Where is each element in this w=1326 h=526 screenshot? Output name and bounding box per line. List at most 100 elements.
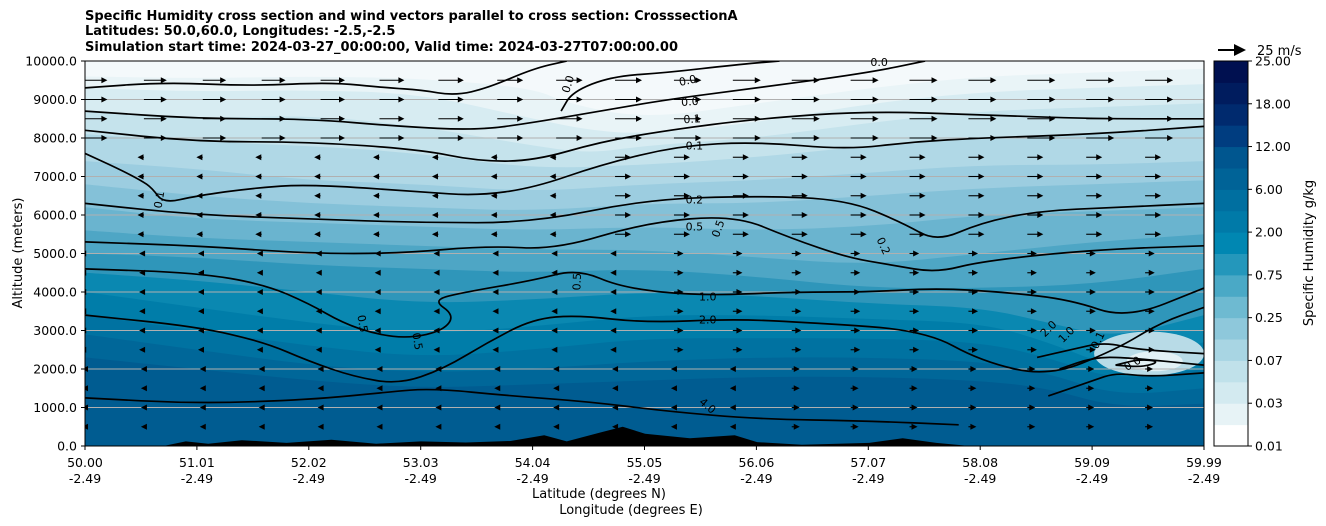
x-axis: 50.00-2.4951.01-2.4952.02-2.4953.03-2.49… (67, 446, 1222, 486)
wind-vector-head (1155, 192, 1162, 199)
wind-vector-head (433, 289, 440, 295)
wind-vector-head (137, 173, 144, 180)
wind-vector-head (315, 250, 322, 257)
wind-vector-head (139, 289, 146, 295)
colorbar-label: Specific Humidity g/kg (1302, 180, 1317, 326)
x-tick-label-longitude: -2.49 (1076, 471, 1108, 486)
wind-vector-head (1148, 269, 1155, 276)
x-tick-label-longitude: -2.49 (69, 471, 101, 486)
wind-vector-head (373, 154, 380, 161)
wind-vector-head (677, 346, 684, 353)
wind-vector-head (610, 327, 617, 334)
colorbar-segment (1214, 125, 1248, 148)
wind-vector-head (315, 308, 322, 315)
wind-vector-head (492, 327, 499, 334)
wind-vector-head (1208, 347, 1214, 353)
colorbar-segment (1214, 253, 1248, 276)
wind-vector-head (919, 154, 926, 161)
wind-vector-head (457, 115, 464, 122)
wind-vector-head (1155, 231, 1162, 238)
chart-title-line-1: Specific Humidity cross section and wind… (85, 9, 738, 24)
wind-vector-head (1108, 115, 1115, 122)
colorbar-segment (1214, 82, 1248, 105)
wind-vector-head (872, 96, 879, 103)
wind-vector-head (635, 96, 642, 103)
wind-vector-head (85, 404, 88, 411)
contour-label: 0.1 (151, 190, 167, 209)
wind-vector-head (911, 404, 918, 411)
wind-vector-head (1208, 289, 1214, 295)
wind-vector-head (199, 404, 206, 411)
wind-vector-head (517, 135, 524, 141)
colorbar-tick-label: 0.75 (1255, 267, 1283, 282)
wind-vector-head (338, 135, 345, 141)
y-tick-label: 1000.0 (33, 400, 77, 415)
contour-line (85, 217, 1204, 272)
wind-vector-head (612, 404, 619, 411)
wind-vector-head (196, 192, 203, 199)
wind-vector-head (431, 192, 438, 199)
contour-label: 0.0 (681, 95, 699, 109)
chart-title-line-3: Simulation start time: 2024-03-27_00:00:… (85, 40, 678, 55)
wind-vector-head (854, 269, 861, 276)
wind-vector-head (160, 77, 167, 84)
x-tick-label-longitude: -2.49 (181, 471, 213, 486)
x-tick-label-longitude: -2.49 (293, 471, 325, 486)
wind-vector-head (990, 77, 997, 84)
wind-vector-head (801, 154, 808, 161)
contour-line (85, 306, 1204, 383)
wind-vector-head (852, 404, 859, 411)
wind-vector-head (1096, 192, 1103, 199)
wind-vector-head (139, 269, 146, 276)
wind-vector-head (79, 154, 85, 160)
wind-vector-head (729, 404, 736, 411)
y-tick-label: 0.0 (57, 439, 77, 454)
wind-vector-head (683, 231, 690, 238)
wind-vector-head (398, 77, 405, 84)
wind-vector-head (549, 154, 556, 161)
colorbar-tick-label: 0.25 (1255, 310, 1283, 325)
wind-vector-head (255, 212, 262, 218)
contour-label: 0.5 (354, 314, 370, 333)
wind-vector-head (670, 423, 677, 430)
wind-vector-head (795, 346, 802, 353)
wind-vector-head (1049, 96, 1056, 103)
wind-vector-head (683, 212, 690, 218)
wind-vector-head (1155, 212, 1162, 218)
contour-label: 1.0 (699, 291, 717, 304)
wind-vector-head (317, 404, 324, 411)
wind-vector-head (1037, 231, 1044, 238)
wind-vector-head (1029, 385, 1036, 392)
x-tick-label-latitude: 59.09 (1074, 455, 1110, 470)
wind-vector-head (101, 77, 108, 84)
x-tick-label-latitude: 59.99 (1186, 455, 1222, 470)
terrain-silhouette (85, 426, 1204, 446)
wind-vector-head (1030, 269, 1037, 276)
wind-vector-head (140, 404, 147, 411)
wind-vector-head (220, 115, 227, 122)
wind-vector-head (433, 327, 440, 334)
contour-line (560, 61, 780, 112)
wind-vector-head (854, 289, 861, 295)
contour-label: 0.5 (409, 332, 425, 351)
wind-vector-head (435, 385, 442, 392)
contour-line (1048, 372, 1204, 397)
wind-vector-head (612, 385, 619, 392)
contour-line (85, 268, 1204, 338)
wind-vector-head (931, 96, 938, 103)
wind-vector-head (199, 385, 206, 392)
y-tick-label: 4000.0 (33, 285, 77, 300)
contour-line (85, 388, 959, 426)
wind-vector-head (433, 250, 440, 257)
wind-vector-head (373, 192, 380, 199)
wind-vector-head (801, 231, 808, 238)
wind-vector-head (635, 135, 642, 141)
wind-vector-head (1208, 328, 1214, 334)
wind-vector-head (736, 289, 743, 295)
wind-vector-head (801, 173, 808, 180)
wind-vector-head (754, 135, 761, 141)
wind-vector-head (872, 77, 879, 84)
wind-vector-head (140, 423, 147, 430)
x-tick-label-longitude: -2.49 (405, 471, 437, 486)
